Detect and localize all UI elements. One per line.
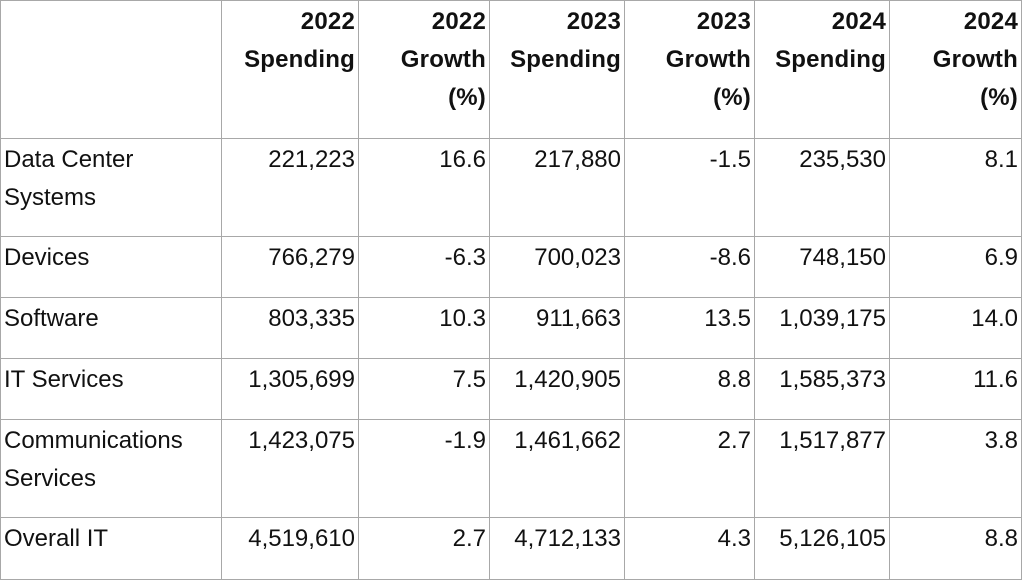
table-cell: 1,585,373 [754, 358, 890, 420]
table-cell: 911,663 [489, 297, 625, 359]
table-cell: 700,023 [489, 236, 625, 298]
table-cell: 16.6 [358, 138, 490, 237]
table-cell: 5,126,105 [754, 517, 890, 580]
table-row: Communications Services 1,423,075 -1.9 1… [0, 419, 1022, 518]
table-cell: 8.1 [889, 138, 1022, 237]
row-label: Data Center Systems [0, 138, 222, 237]
table-cell: -1.9 [358, 419, 490, 518]
table-cell: 7.5 [358, 358, 490, 420]
header-cell-category [0, 0, 222, 139]
row-label: Devices [0, 236, 222, 298]
table-cell: 3.8 [889, 419, 1022, 518]
header-cell-2022-spending: 2022 Spending [221, 0, 359, 139]
row-label: Overall IT [0, 517, 222, 580]
table-cell: 8.8 [889, 517, 1022, 580]
table-cell: 14.0 [889, 297, 1022, 359]
table-cell: 235,530 [754, 138, 890, 237]
table-row: Data Center Systems 221,223 16.6 217,880… [0, 138, 1022, 237]
header-cell-2024-spending: 2024 Spending [754, 0, 890, 139]
table-cell: 4,519,610 [221, 517, 359, 580]
table-cell: 4.3 [624, 517, 755, 580]
header-cell-2023-spending: 2023 Spending [489, 0, 625, 139]
header-row: 2022 Spending 2022 Growth (%) 2023 Spend… [0, 0, 1022, 139]
table-cell: 1,039,175 [754, 297, 890, 359]
table-cell: 221,223 [221, 138, 359, 237]
table-cell: 13.5 [624, 297, 755, 359]
table-cell: -1.5 [624, 138, 755, 237]
table-cell: -6.3 [358, 236, 490, 298]
row-label: Communications Services [0, 419, 222, 518]
table-row: IT Services 1,305,699 7.5 1,420,905 8.8 … [0, 358, 1022, 420]
table-cell: 4,712,133 [489, 517, 625, 580]
table-cell: 803,335 [221, 297, 359, 359]
table-cell: -8.6 [624, 236, 755, 298]
row-label: Software [0, 297, 222, 359]
table-cell: 11.6 [889, 358, 1022, 420]
table-cell: 217,880 [489, 138, 625, 237]
table-row: Software 803,335 10.3 911,663 13.5 1,039… [0, 297, 1022, 359]
table-row: Devices 766,279 -6.3 700,023 -8.6 748,15… [0, 236, 1022, 298]
table-cell: 1,517,877 [754, 419, 890, 518]
table-cell: 10.3 [358, 297, 490, 359]
header-cell-2022-growth: 2022 Growth (%) [358, 0, 490, 139]
table-cell: 766,279 [221, 236, 359, 298]
table-cell: 2.7 [358, 517, 490, 580]
header-cell-2023-growth: 2023 Growth (%) [624, 0, 755, 139]
table-cell: 1,420,905 [489, 358, 625, 420]
table-cell: 6.9 [889, 236, 1022, 298]
header-cell-2024-growth: 2024 Growth (%) [889, 0, 1022, 139]
table-cell: 2.7 [624, 419, 755, 518]
row-label: IT Services [0, 358, 222, 420]
table-cell: 1,305,699 [221, 358, 359, 420]
table-cell: 748,150 [754, 236, 890, 298]
table-cell: 1,461,662 [489, 419, 625, 518]
table-cell: 1,423,075 [221, 419, 359, 518]
table-cell: 8.8 [624, 358, 755, 420]
table-row-total: Overall IT 4,519,610 2.7 4,712,133 4.3 5… [0, 517, 1022, 580]
